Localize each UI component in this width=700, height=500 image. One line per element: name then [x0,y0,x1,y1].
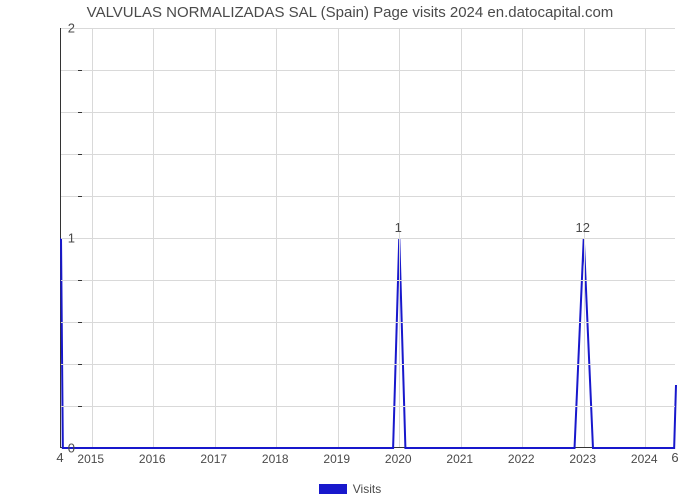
gridline-v [338,28,339,447]
y-minor-tick [78,70,82,71]
x-tick-label: 2019 [323,452,350,466]
data-point-label: 1 [395,220,402,235]
x-tick-label: 2020 [385,452,412,466]
gridline-v [522,28,523,447]
gridline-v [399,28,400,447]
y-minor-tick [78,280,82,281]
gridline-v [153,28,154,447]
data-point-label: 12 [576,220,590,235]
legend-swatch [319,484,347,494]
y-tick-label: 1 [45,231,75,246]
y-minor-tick [78,364,82,365]
x-tick-label: 2015 [77,452,104,466]
x-tick-label: 2017 [200,452,227,466]
y-minor-tick [78,112,82,113]
data-point-label: 4 [56,450,63,465]
y-minor-tick [78,154,82,155]
x-tick-label: 2023 [569,452,596,466]
x-tick-label: 2022 [508,452,535,466]
gridline-v [276,28,277,447]
x-tick-label: 2024 [631,452,658,466]
gridline-v [645,28,646,447]
data-point-label: 6 [671,450,678,465]
gridline-v [92,28,93,447]
legend: Visits [0,482,700,496]
y-tick-label: 2 [45,21,75,36]
gridline-v [215,28,216,447]
x-tick-label: 2021 [446,452,473,466]
x-tick-label: 2018 [262,452,289,466]
legend-label: Visits [353,482,381,496]
gridline-v [584,28,585,447]
plot-area [60,28,675,448]
chart-title: VALVULAS NORMALIZADAS SAL (Spain) Page v… [0,4,700,21]
gridline-v [461,28,462,447]
chart-container: { "chart": { "type": "line", "title": "V… [0,0,700,500]
y-minor-tick [78,406,82,407]
y-minor-tick [78,196,82,197]
x-tick-label: 2016 [139,452,166,466]
y-minor-tick [78,322,82,323]
